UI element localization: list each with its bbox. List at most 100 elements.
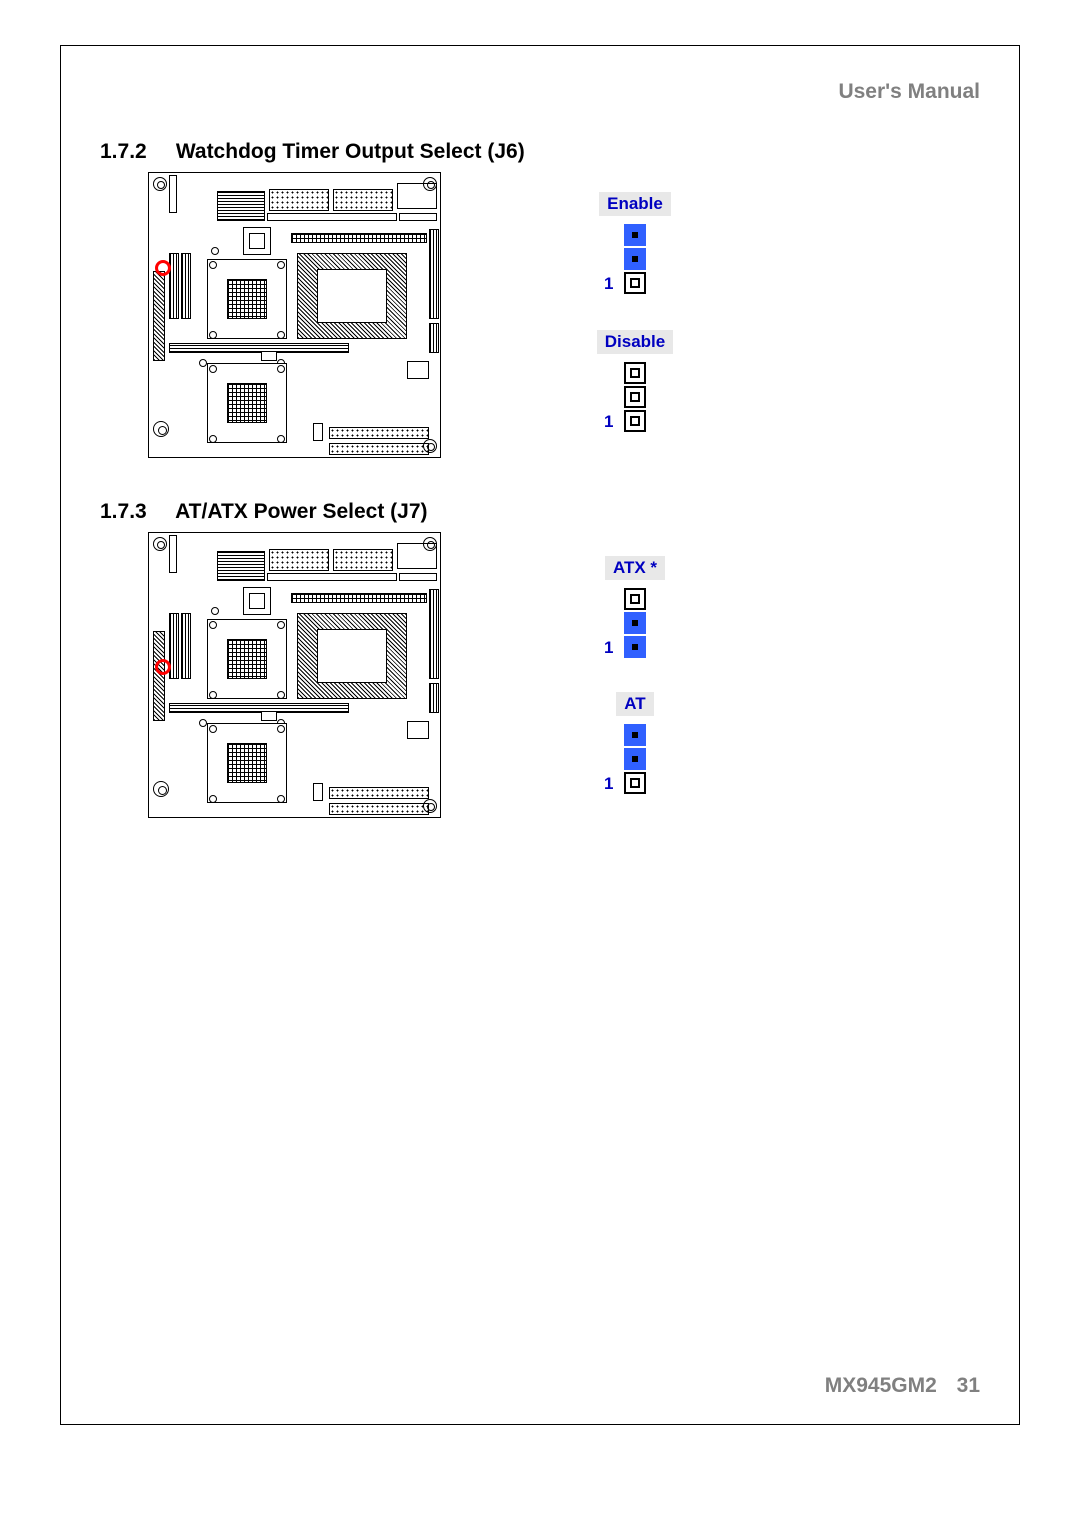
jumper-pins: 1 bbox=[622, 362, 648, 432]
jumper-j6-enable: Enable 1 bbox=[595, 192, 675, 296]
jumper-pin bbox=[624, 772, 646, 794]
section-heading-173: 1.7.3 AT/ATX Power Select (J7) bbox=[100, 500, 428, 524]
board-region bbox=[333, 549, 393, 571]
board-region bbox=[209, 365, 217, 373]
motherboard-diagram-j6 bbox=[148, 172, 441, 458]
board-region bbox=[423, 537, 437, 551]
board-region bbox=[249, 233, 265, 249]
board-region bbox=[277, 331, 285, 339]
jumper-label: Enable bbox=[599, 192, 671, 216]
board-region bbox=[169, 535, 177, 573]
board-region bbox=[269, 189, 329, 211]
jumper-pin bbox=[624, 748, 646, 770]
jumper-pin bbox=[624, 248, 646, 270]
board-region bbox=[329, 427, 429, 439]
board-region bbox=[267, 573, 397, 581]
board-region bbox=[277, 621, 285, 629]
board-region bbox=[153, 781, 169, 797]
board-region bbox=[181, 253, 191, 319]
board-region bbox=[169, 175, 177, 213]
board-region bbox=[153, 421, 169, 437]
board-region bbox=[217, 191, 265, 221]
board-region bbox=[291, 593, 427, 603]
board-region bbox=[399, 573, 437, 581]
motherboard-diagram-j7 bbox=[148, 532, 441, 818]
jumper-pin bbox=[624, 724, 646, 746]
section-number: 1.7.3 bbox=[100, 500, 170, 524]
page-footer: MX945GM2 31 bbox=[825, 1374, 980, 1398]
board-region bbox=[423, 177, 437, 191]
board-region bbox=[209, 331, 217, 339]
section-title: Watchdog Timer Output Select (J6) bbox=[176, 140, 525, 163]
board-region bbox=[423, 439, 437, 453]
board-region bbox=[423, 799, 437, 813]
board-region bbox=[209, 621, 217, 629]
jumper-pins: 1 bbox=[622, 588, 648, 658]
board-region bbox=[169, 253, 179, 319]
board-region bbox=[329, 443, 429, 455]
jumper-j7-atx: ATX * 1 bbox=[595, 556, 675, 660]
board-region bbox=[227, 639, 267, 679]
board-region bbox=[199, 719, 207, 727]
board-region bbox=[217, 551, 265, 581]
jumper-pin bbox=[624, 224, 646, 246]
board-region bbox=[267, 213, 397, 221]
jumper-pin bbox=[624, 612, 646, 634]
board-region bbox=[153, 631, 165, 721]
board-region bbox=[407, 361, 429, 379]
board-region bbox=[277, 691, 285, 699]
board-region bbox=[277, 261, 285, 269]
board-region bbox=[429, 589, 439, 679]
footer-page-number: 31 bbox=[957, 1374, 980, 1397]
section-heading-172: 1.7.2 Watchdog Timer Output Select (J6) bbox=[100, 140, 525, 164]
board-region bbox=[329, 803, 429, 815]
board-region bbox=[261, 711, 277, 721]
board-region bbox=[313, 783, 323, 801]
board-region bbox=[249, 593, 265, 609]
jumper-pins: 1 bbox=[622, 724, 648, 794]
jumper-j6-disable: Disable 1 bbox=[595, 330, 675, 434]
jumper-j7-at: AT 1 bbox=[595, 692, 675, 796]
board-region bbox=[329, 787, 429, 799]
board-region bbox=[153, 271, 165, 361]
board-region bbox=[429, 683, 439, 713]
board-region bbox=[261, 351, 277, 361]
jumper-j7-marker bbox=[155, 659, 171, 675]
pin-1-label: 1 bbox=[604, 274, 613, 294]
footer-model: MX945GM2 bbox=[825, 1374, 937, 1397]
board-region bbox=[209, 795, 217, 803]
board-region bbox=[153, 177, 167, 191]
board-region bbox=[291, 233, 427, 243]
board-region bbox=[277, 725, 285, 733]
board-region bbox=[211, 607, 219, 615]
board-region bbox=[317, 269, 387, 323]
board-region bbox=[227, 383, 267, 423]
jumper-label: AT bbox=[616, 692, 653, 716]
jumper-pin bbox=[624, 362, 646, 384]
board-region bbox=[333, 189, 393, 211]
board-region bbox=[313, 423, 323, 441]
pin-1-label: 1 bbox=[604, 412, 613, 432]
board-region bbox=[211, 247, 219, 255]
section-number: 1.7.2 bbox=[100, 140, 170, 164]
board-region bbox=[169, 703, 349, 713]
board-region bbox=[199, 359, 207, 367]
board-region bbox=[209, 435, 217, 443]
board-region bbox=[227, 743, 267, 783]
board-region bbox=[181, 613, 191, 679]
board-region bbox=[277, 435, 285, 443]
board-region bbox=[407, 721, 429, 739]
pin-1-label: 1 bbox=[604, 638, 613, 658]
board-region bbox=[153, 537, 167, 551]
jumper-pin bbox=[624, 588, 646, 610]
pin-1-label: 1 bbox=[604, 774, 613, 794]
jumper-pin bbox=[624, 636, 646, 658]
jumper-pin bbox=[624, 410, 646, 432]
board-region bbox=[277, 795, 285, 803]
board-region bbox=[429, 323, 439, 353]
board-region bbox=[317, 629, 387, 683]
jumper-pin bbox=[624, 272, 646, 294]
board-region bbox=[399, 213, 437, 221]
board-region bbox=[429, 229, 439, 319]
board-region bbox=[209, 261, 217, 269]
